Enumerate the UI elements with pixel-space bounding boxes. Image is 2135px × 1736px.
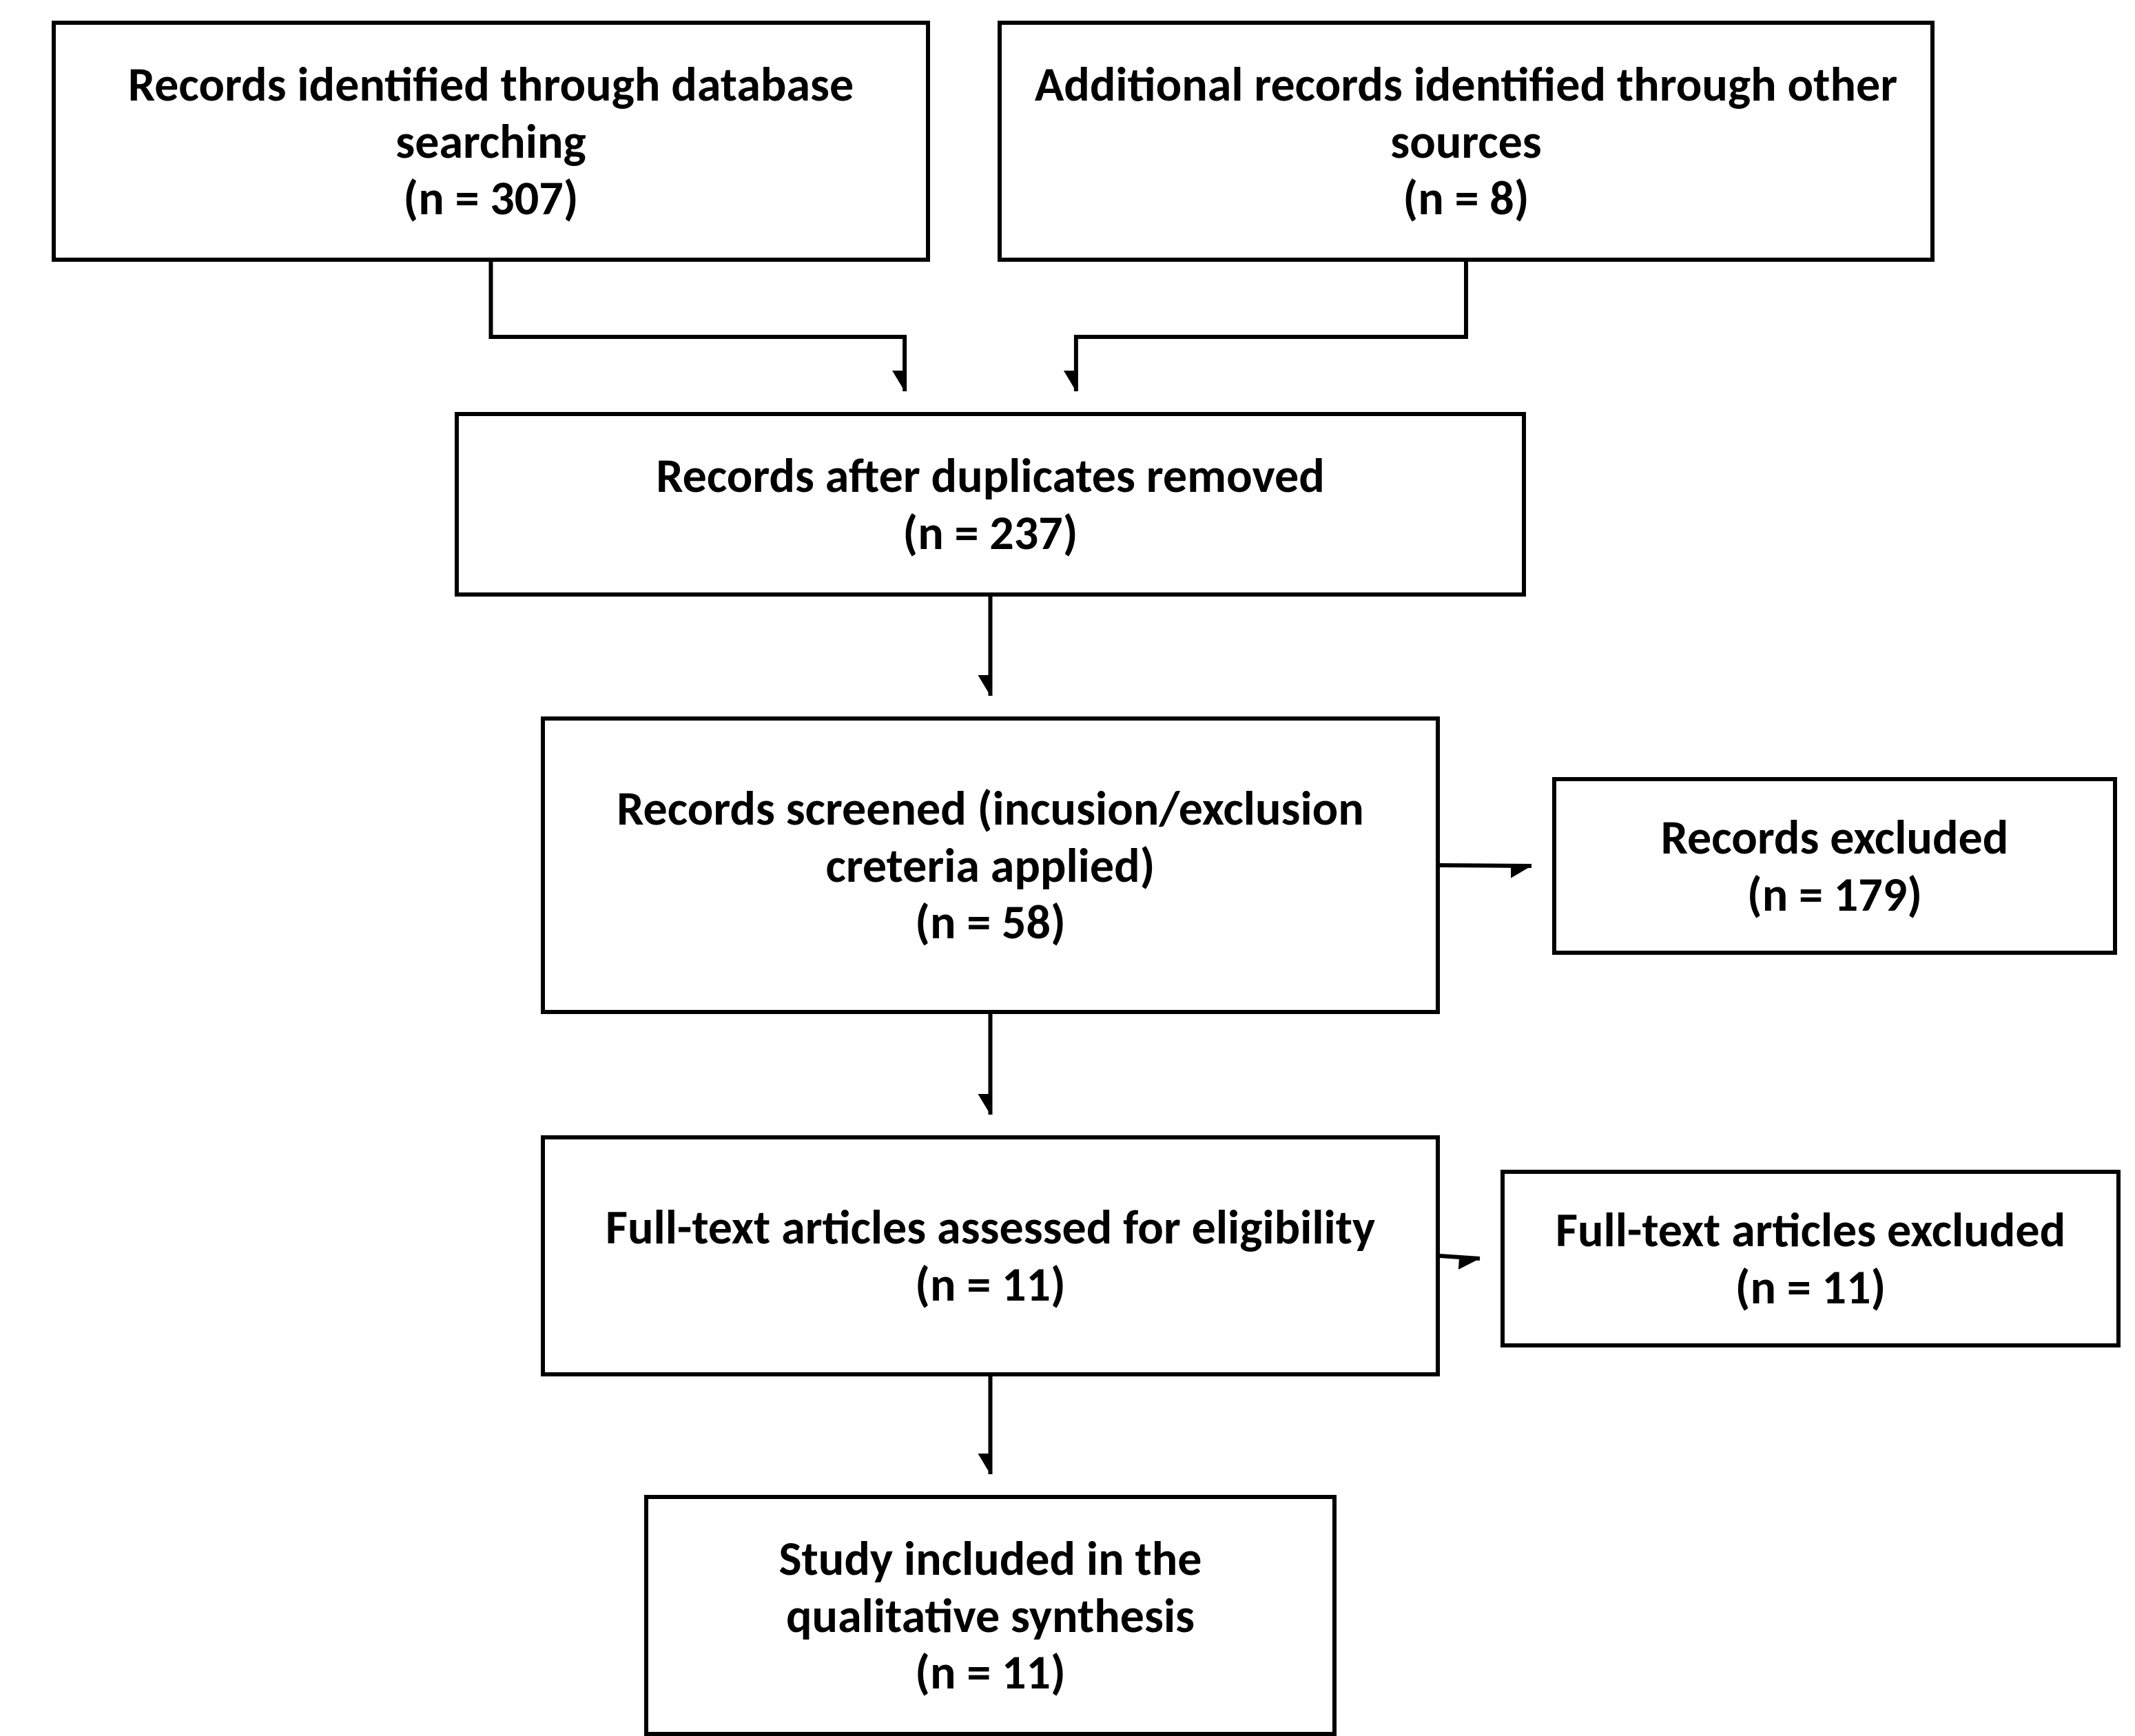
edge-fulltext-to-excluded_fulltext	[1440, 1256, 1480, 1259]
node-excluded_fulltext: Full-text articles excluded(n = 11)	[1500, 1170, 2121, 1347]
prisma-flowchart: Records identified through database sear…	[0, 0, 2135, 1708]
node-label: Records after duplicates removed	[656, 447, 1325, 504]
node-other_sources: Additional records identified through ot…	[998, 21, 1935, 262]
edge-screened-to-excluded_screen	[1440, 865, 1531, 866]
node-db_search: Records identified through database sear…	[52, 21, 930, 262]
node-label: Full-text articles excluded	[1556, 1201, 2065, 1259]
node-label: Study included in the qualitative synthe…	[676, 1530, 1305, 1644]
node-excluded_screen: Records excluded(n = 179)	[1552, 777, 2117, 955]
node-label: Records screened (incusion/exclusion cre…	[573, 780, 1408, 893]
node-count: (n = 179)	[1747, 866, 1922, 923]
edge-db_search-to-after_dedup	[491, 262, 905, 391]
node-after_dedup: Records after duplicates removed(n = 237…	[455, 412, 1526, 597]
node-count: (n = 58)	[915, 893, 1066, 951]
node-fulltext: Full-text articles assessed for eligibil…	[541, 1135, 1440, 1376]
node-count: (n = 8)	[1403, 169, 1529, 227]
node-screened: Records screened (incusion/exclusion cre…	[541, 716, 1440, 1014]
edge-other_sources-to-after_dedup	[1076, 262, 1466, 391]
node-label: Additional records identified through ot…	[1029, 56, 1903, 169]
node-count: (n = 307)	[403, 169, 578, 227]
node-label: Records identified through database sear…	[83, 56, 898, 169]
node-count: (n = 11)	[915, 1644, 1066, 1701]
node-included: Study included in the qualitative synthe…	[644, 1495, 1337, 1736]
node-count: (n = 11)	[1735, 1259, 1886, 1316]
node-label: Records excluded	[1661, 809, 2009, 866]
node-count: (n = 237)	[903, 504, 1077, 561]
node-label: Full-text articles assessed for eligibil…	[606, 1199, 1375, 1256]
node-count: (n = 11)	[915, 1256, 1066, 1313]
